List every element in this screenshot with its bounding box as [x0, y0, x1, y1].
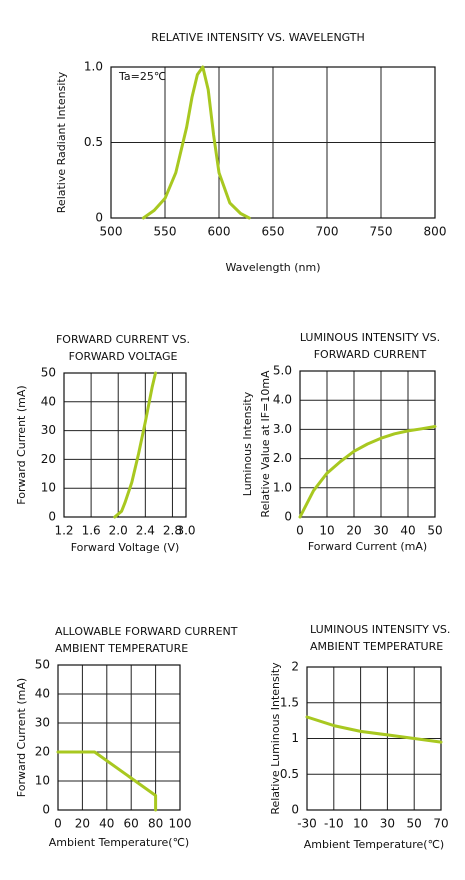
x-axis-label: Wavelength (nm) — [225, 261, 320, 274]
x-axis-label: Ambient Temperature(℃) — [49, 836, 189, 849]
data-line — [141, 65, 251, 220]
y-tick-label: 0 — [95, 211, 103, 225]
x-tick-label: 3.0 — [176, 524, 195, 538]
chart-title: FORWARD VOLTAGE — [69, 350, 178, 363]
y-tick-label: 2 — [291, 660, 299, 674]
chart-title: AMBIENT TEMPERATURE — [310, 640, 443, 653]
x-tick-label: 50 — [407, 817, 422, 831]
x-tick-label: 0 — [54, 817, 62, 831]
y-tick-label: 0 — [48, 510, 56, 524]
y-axis-label: Forward Current (mA) — [15, 385, 28, 504]
chart-title: LUMINOUS INTENSITY VS. — [300, 331, 440, 344]
y-tick-label: 10 — [35, 774, 50, 788]
y-tick-label: 40 — [41, 394, 56, 408]
y-tick-label: 2.0 — [273, 451, 292, 465]
x-axis-label: Forward Current (mA) — [308, 540, 427, 553]
y-tick-label: 20 — [41, 452, 56, 466]
x-tick-label: 750 — [370, 225, 393, 239]
y-tick-label: 0 — [284, 510, 292, 524]
y-tick-label: 0.5 — [84, 135, 103, 149]
x-tick-label: 10 — [353, 817, 368, 831]
x-tick-label: 50 — [427, 524, 442, 538]
y-axis-label: Relative Value at IF=10mA — [259, 370, 272, 518]
y-tick-label: 1.5 — [280, 695, 299, 709]
y-tick-label: 1 — [291, 731, 299, 745]
plot-frame — [110, 66, 436, 219]
y-tick-label: 0 — [291, 803, 299, 817]
y-tick-label: 20 — [35, 745, 50, 759]
y-tick-label: 0.5 — [280, 767, 299, 781]
y-tick-label: 5.0 — [273, 364, 292, 378]
x-tick-label: 600 — [208, 225, 231, 239]
x-tick-label: 550 — [154, 225, 177, 239]
x-tick-label: 0 — [296, 524, 304, 538]
y-tick-label: 30 — [35, 716, 50, 730]
y-tick-label: 50 — [41, 366, 56, 380]
y-tick-label: 1.0 — [273, 480, 292, 494]
data-line — [305, 715, 443, 744]
data-line — [113, 371, 157, 519]
x-tick-label: 650 — [262, 225, 285, 239]
plot-frame — [63, 372, 187, 518]
plot-frame — [299, 370, 436, 518]
chart-title: ALLOWABLE FORWARD CURRENT — [55, 625, 238, 638]
y-tick-label: 4.0 — [273, 393, 292, 407]
y-tick-label: 1.0 — [84, 60, 103, 74]
y-tick-label: 40 — [35, 687, 50, 701]
x-tick-label: -10 — [324, 817, 344, 831]
x-tick-label: 500 — [100, 225, 123, 239]
x-tick-label: 40 — [99, 817, 114, 831]
chart-title: FORWARD CURRENT VS. — [56, 333, 190, 346]
x-tick-label: 30 — [380, 817, 395, 831]
y-tick-label: 30 — [41, 423, 56, 437]
x-tick-label: 800 — [424, 225, 447, 239]
x-tick-label: 1.6 — [82, 524, 101, 538]
x-tick-label: 70 — [433, 817, 448, 831]
y-tick-label: 3.0 — [273, 422, 292, 436]
x-tick-label: 60 — [124, 817, 139, 831]
x-tick-label: 10 — [319, 524, 334, 538]
y-tick-label: 10 — [41, 481, 56, 495]
x-tick-label: 40 — [400, 524, 415, 538]
y-axis-label: Luminous Intensity — [241, 391, 254, 496]
x-tick-label: 80 — [148, 817, 163, 831]
plot-frame — [306, 666, 442, 811]
annotation: Ta=25℃ — [118, 70, 166, 83]
plot-frame — [57, 664, 181, 811]
x-tick-label: 100 — [169, 817, 192, 831]
chart-title: RELATIVE INTENSITY VS. WAVELENGTH — [151, 31, 365, 44]
x-tick-label: 20 — [346, 524, 361, 538]
y-axis-label: Forward Current (mA) — [15, 678, 28, 797]
x-tick-label: 700 — [316, 225, 339, 239]
x-tick-label: 30 — [373, 524, 388, 538]
x-tick-label: 20 — [75, 817, 90, 831]
x-tick-label: 2.0 — [109, 524, 128, 538]
chart-title: AMBIENT TEMPERATURE — [55, 642, 188, 655]
chart-title: FORWARD CURRENT — [314, 348, 427, 361]
x-tick-label: 1.2 — [54, 524, 73, 538]
chart-title: LUMINOUS INTENSITY VS. — [310, 623, 450, 636]
y-tick-label: 0 — [42, 803, 50, 817]
data-line — [298, 425, 437, 519]
y-tick-label: 50 — [35, 658, 50, 672]
x-axis-label: Ambient Temperature(℃) — [304, 838, 444, 851]
x-tick-label: -30 — [297, 817, 317, 831]
x-axis-label: Forward Voltage (V) — [71, 541, 180, 554]
x-tick-label: 2.4 — [136, 524, 155, 538]
data-line — [56, 750, 158, 812]
y-axis-label: Relative Radiant Intensity — [55, 71, 68, 213]
x-tick-label: 2.8 — [163, 524, 182, 538]
y-axis-label: Relative Luminous Intensity — [269, 662, 282, 815]
